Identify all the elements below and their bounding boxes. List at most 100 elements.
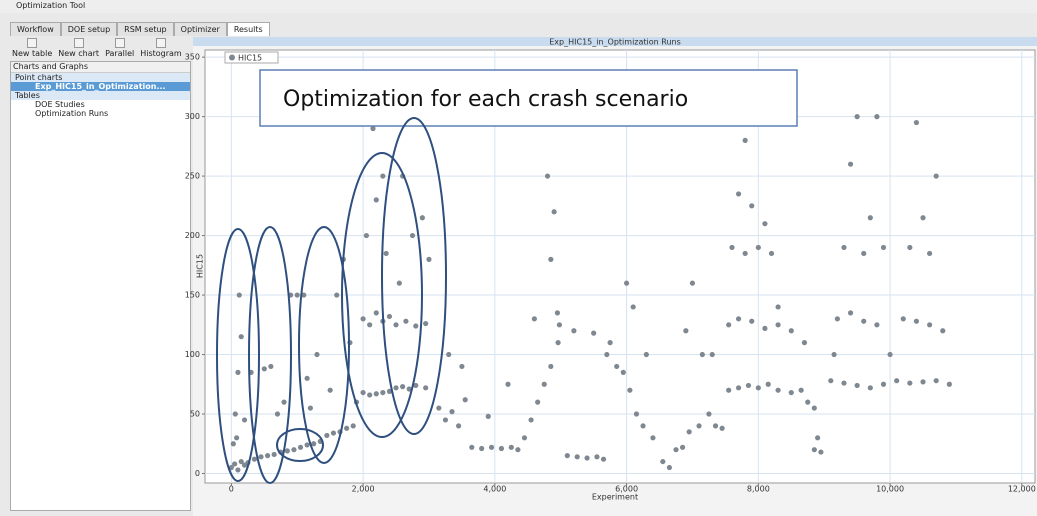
data-point [650,435,656,441]
data-point [531,316,537,322]
data-point [686,429,692,435]
data-point [620,369,626,375]
toolbar-button[interactable]: New chart [58,38,99,58]
data-point [400,384,406,390]
data-point [801,340,808,346]
tree-item[interactable]: Optimization Runs [35,109,109,118]
data-point [554,310,561,316]
data-point [880,244,887,251]
tab[interactable]: Workflow [10,22,61,36]
data-point [393,322,399,328]
data-point [380,173,386,179]
data-point [689,280,696,286]
data-point [818,449,824,455]
tree-item[interactable]: Tables [11,91,190,100]
data-point [847,161,854,167]
data-point [264,453,271,459]
data-point [548,256,554,262]
tab[interactable]: RSM setup [117,22,174,36]
data-point [367,322,373,328]
data-point [230,441,236,447]
tree-item[interactable]: DOE Studies [35,100,85,109]
data-point [393,385,399,391]
chart-title-bar [193,37,1037,46]
y-tick-label: 350 [185,53,200,62]
data-point [571,328,577,334]
toolbar: New table New chart Parallel Histogram [12,38,182,58]
y-tick-label: 150 [185,291,200,300]
data-point [485,413,491,419]
data-point [426,256,432,262]
data-point [900,316,906,322]
toolbar-button[interactable]: Histogram [140,38,182,58]
data-point [907,380,913,386]
highlight-ellipses [216,117,447,484]
data-point [383,250,389,257]
tab[interactable]: DOE setup [60,22,118,36]
data-point [630,304,636,310]
data-point [419,215,425,221]
toolbar-button[interactable]: New table [12,38,52,58]
ellipse [298,226,350,464]
data-point [735,385,742,391]
ellipse [248,226,292,484]
data-point [234,435,240,441]
data-point [673,447,679,453]
tab[interactable]: Results [226,22,270,36]
button-label: Histogram [140,49,182,58]
data-point [847,310,854,316]
toolbar-button[interactable]: Parallel [105,38,134,58]
data-point [742,250,748,257]
x-axis-label: Experiment [592,493,638,502]
y-tick-label: 300 [185,112,200,121]
data-point [284,448,290,454]
data-point [880,381,887,387]
data-point [920,215,926,221]
data-point [775,304,781,310]
data-point [238,458,244,465]
data-point [854,114,860,120]
data-point [238,334,244,340]
data-point [360,316,366,322]
window-title: Optimization Tool [16,1,86,10]
data-point [413,382,419,389]
tree-item[interactable]: Exp_HIC15_in_Optimization... [11,82,190,91]
y-tick-label: 250 [185,172,200,181]
data-point [841,380,847,386]
data-point [403,318,409,324]
data-point [327,387,333,393]
data-point [442,417,449,423]
data-point [927,250,933,257]
data-point [584,455,590,461]
data-point [459,363,465,370]
tree-item[interactable]: Point charts [11,73,190,82]
data-point [311,441,317,447]
data-point [679,444,686,450]
data-point [367,392,373,398]
data-point [274,411,281,417]
data-point [683,328,689,334]
data-point [788,389,794,396]
data-point [396,280,402,286]
data-point [907,244,913,251]
data-point [304,375,310,381]
tab[interactable]: Optimizer [173,22,227,36]
x-tick-label: 4,000 [483,485,506,494]
data-point [232,411,238,417]
data-point [735,316,742,322]
data-point [446,351,452,358]
data-point [449,409,455,415]
data-point [600,456,607,462]
data-point [556,322,562,328]
data-point [258,454,264,460]
data-point [548,363,554,370]
data-point [268,363,274,370]
data-point [344,425,350,431]
data-point [462,397,468,403]
data-point [386,313,393,320]
data-point [604,351,610,358]
data-point [633,411,640,417]
data-point [867,385,873,391]
data-point [726,322,732,328]
